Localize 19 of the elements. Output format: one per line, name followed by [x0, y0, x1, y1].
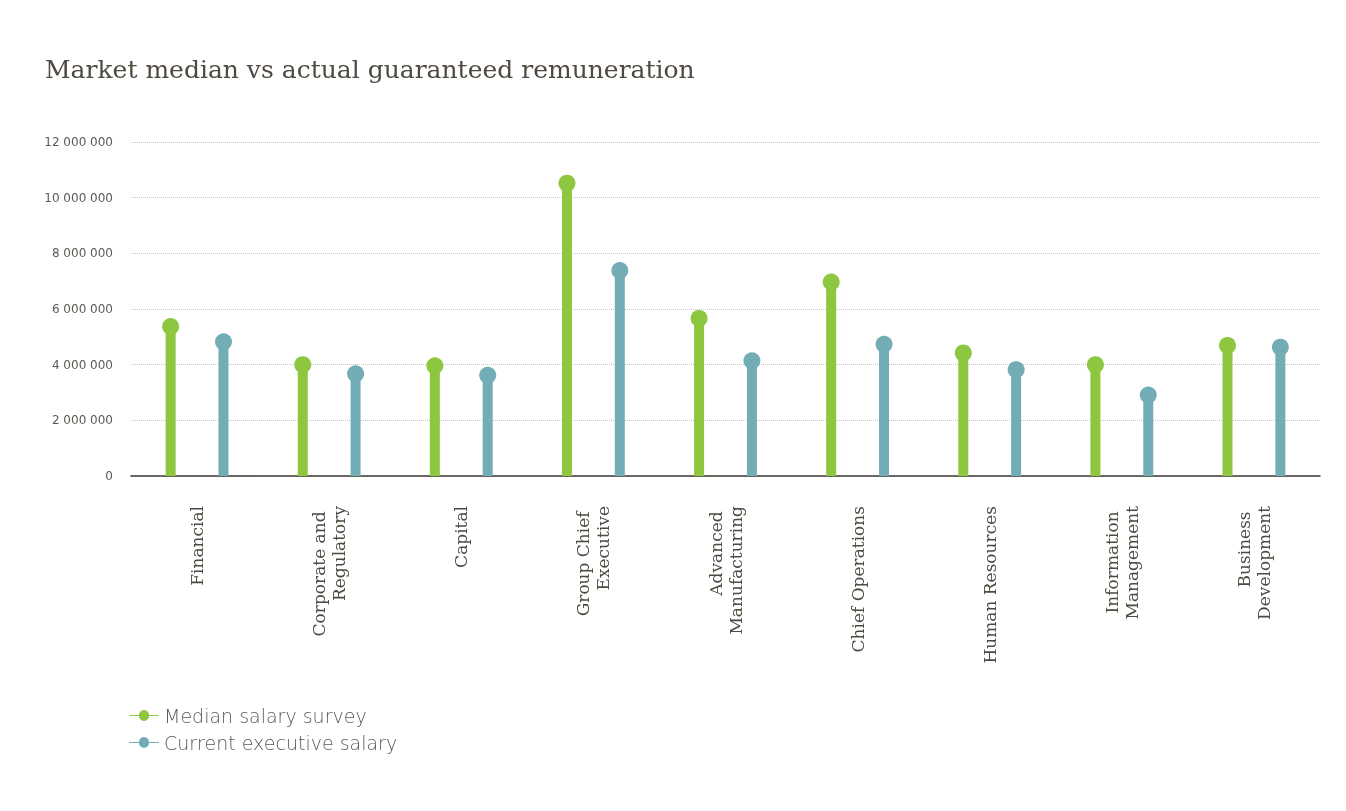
- legend-label: Current executive salary: [164, 731, 398, 754]
- y-tick-label: 4 000 000: [51, 357, 113, 372]
- x-tick-label: Information Management: [1101, 505, 1142, 620]
- x-tick-label: Human Resources: [979, 506, 1000, 664]
- y-tick-label: 8 000 000: [51, 246, 113, 261]
- chart-title: Market median vs actual guaranteed remuneration: [45, 55, 695, 84]
- x-tick-label: Business Development: [1233, 505, 1274, 620]
- x-tick-label: Capital: [451, 506, 472, 568]
- x-tick-label: Group Chief Executive: [573, 506, 614, 617]
- y-tick-label: 6 000 000: [51, 302, 113, 316]
- y-tick-label: 10 000 000: [44, 190, 113, 205]
- x-tick-label: Chief Operations: [847, 506, 868, 653]
- y-tick-label: 2 000 000: [51, 413, 113, 428]
- y-tick-label: 0: [105, 469, 113, 483]
- x-tick-label: Corporate and Regulatory: [309, 505, 350, 637]
- x-tick-label: Advanced Manufacturing: [705, 505, 746, 635]
- x-tick-label: Financial: [187, 506, 208, 586]
- legend-label: Median salary survey: [164, 704, 367, 727]
- y-tick-label: 12 000 000: [44, 135, 113, 149]
